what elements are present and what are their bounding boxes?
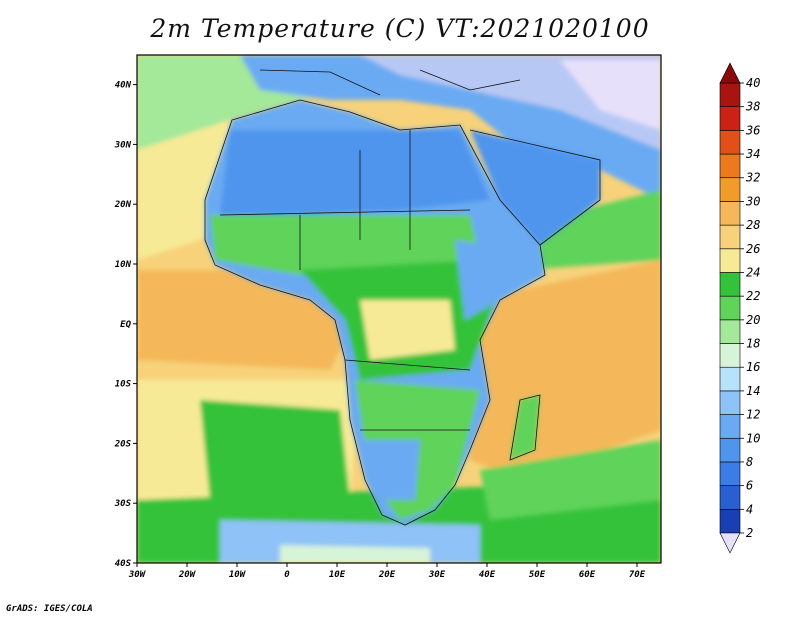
x-tick-label: 30E	[428, 570, 446, 580]
x-tick-label: 10E	[329, 570, 346, 580]
colorbar-label: 4	[746, 502, 753, 516]
y-tick-label: 30S	[114, 499, 132, 509]
colorbar-segment	[719, 201, 741, 226]
congo-warm	[360, 300, 455, 360]
colorbar-label: 38	[745, 100, 760, 114]
y-tick-label: 40N	[115, 81, 132, 91]
y-tick-label: 20N	[114, 200, 132, 210]
green-indian-south	[480, 440, 661, 520]
colorbar-segment	[719, 295, 741, 321]
colorbar-segment	[719, 366, 741, 392]
colorbar-over-arrow	[719, 62, 741, 84]
sahara-cool	[220, 130, 490, 215]
colorbar-label: 34	[745, 147, 760, 161]
colorbar-segment	[719, 414, 741, 439]
x-tick-label: 0	[284, 570, 290, 580]
colorbar-label: 32	[745, 171, 760, 185]
x-tick-label: 70E	[629, 570, 646, 580]
colorbar-segment	[719, 153, 741, 179]
iran-ice	[560, 60, 661, 130]
colorbar-label: 26	[746, 242, 760, 256]
x-tick-label: 40E	[479, 570, 496, 580]
x-tick-label: 20E	[378, 570, 396, 580]
x-tick-label: 30W	[128, 570, 147, 580]
colorbar-label: 30	[745, 194, 760, 208]
colorbar-segment	[719, 106, 741, 131]
x-tick-label: 50E	[529, 570, 546, 580]
y-tick-label: 20S	[114, 439, 132, 449]
colorbar-segment	[719, 272, 741, 297]
colorbar-segment	[719, 224, 741, 250]
colorbar-label: 20	[746, 313, 760, 327]
y-tick-label: 40S	[115, 559, 132, 569]
x-tick-label: 20W	[178, 570, 197, 580]
y-tick-label: EQ	[120, 320, 131, 330]
colorbar-segment	[719, 248, 741, 273]
colorbar-label: 36	[745, 123, 760, 137]
plot-frame	[136, 54, 662, 564]
colorbar-label: 12	[746, 408, 760, 422]
borders	[204, 69, 601, 526]
kalahari-cool	[360, 440, 420, 500]
x-tick-label: 10W	[229, 570, 247, 580]
colorbar-segment	[719, 485, 741, 510]
y-tick-label: 10S	[115, 380, 132, 390]
x-tick-label: 60E	[579, 570, 596, 580]
colorbar-label: 8	[746, 455, 753, 469]
chart-title: 2m Temperature (C) VT:2021020100	[150, 14, 650, 43]
colorbar-label: 2	[746, 526, 753, 540]
colorbar-label: 22	[746, 289, 760, 303]
colorbar-label: 16	[746, 360, 760, 374]
y-tick-label: 10N	[115, 260, 132, 270]
colorbar-segment	[719, 437, 741, 463]
colorbar-label: 10	[746, 431, 760, 445]
colorbar-label: 40	[746, 76, 760, 90]
colorbar-segment	[719, 461, 741, 486]
x-axis-ticks: 30W 20W 10W 0 10E 20E 30E 40E 50E 60E 70E	[128, 563, 646, 580]
colorbar-label: 18	[746, 337, 760, 351]
east-africa-highlands	[455, 240, 520, 320]
madagascar	[510, 395, 540, 460]
colorbar-segment	[719, 82, 741, 107]
colorbar-segment	[719, 319, 741, 344]
y-axis-ticks: 40S 30S 20S 10S EQ 10N 20N 30N 40N	[114, 81, 137, 569]
sahel-green	[210, 215, 480, 275]
cold-south-ocean	[280, 545, 430, 563]
colorbar-label: 6	[746, 479, 753, 493]
colorbar-segment	[719, 343, 741, 368]
colorbar-segment	[719, 177, 741, 202]
grads-credit: GrADS: IGES/COLA	[6, 604, 93, 614]
colorbar-segment	[719, 509, 741, 534]
colorbar-segment	[719, 390, 741, 415]
colorbar-label: 14	[746, 384, 760, 398]
colorbar-under-arrow	[719, 532, 741, 554]
colorbar-segment	[719, 130, 741, 155]
colorbar-label: 28	[746, 218, 760, 232]
colorbar-label: 24	[746, 265, 760, 279]
y-tick-label: 30N	[114, 140, 132, 150]
arabia	[470, 130, 600, 245]
map-field	[137, 55, 661, 563]
green-atlantic-south	[200, 400, 350, 500]
